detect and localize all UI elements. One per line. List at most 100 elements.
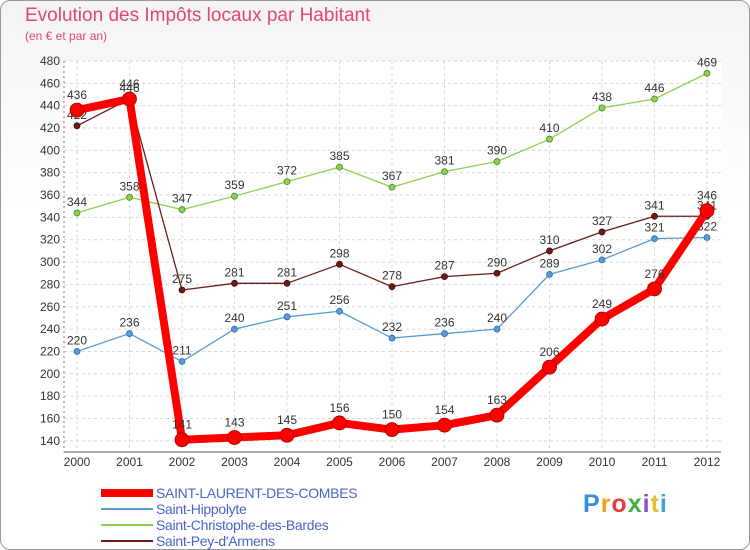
x-tick-label: 2008	[484, 455, 511, 469]
data-point-saint-pey-d-armens	[73, 122, 81, 130]
data-point-saint-christophe-des-bardes	[336, 163, 343, 171]
data-point-saint-christophe-des-bardes	[231, 192, 238, 200]
data-point-saint-christophe-des-bardes	[73, 209, 81, 217]
data-label-saint-christophe-des-bardes: 359	[224, 178, 244, 192]
data-label-saint-christophe-des-bardes: 372	[277, 164, 297, 178]
y-tick-label: 300	[40, 255, 60, 269]
data-point-saint-pey-d-armens	[546, 247, 553, 255]
data-point-saint-laurent-des-combes	[542, 359, 557, 375]
data-label-saint-christophe-des-bardes: 347	[172, 192, 192, 206]
data-point-saint-laurent-des-combes	[332, 415, 347, 431]
data-point-saint-hippolyte	[73, 348, 81, 355]
data-point-saint-pey-d-armens	[651, 212, 658, 220]
data-label-saint-pey-d-armens: 298	[329, 246, 349, 260]
data-point-saint-laurent-des-combes	[227, 430, 242, 445]
data-point-saint-laurent-des-combes	[174, 432, 190, 448]
data-label-saint-hippolyte: 236	[119, 316, 139, 330]
legend-item-saint-pey: Saint-Pey-d'Armens	[101, 533, 357, 549]
data-point-saint-hippolyte	[126, 330, 133, 337]
data-point-saint-hippolyte	[546, 270, 553, 278]
data-label-saint-laurent-des-combes: 154	[434, 403, 454, 417]
data-point-saint-pey-d-armens	[336, 260, 343, 268]
y-tick-label: 340	[40, 210, 60, 224]
y-tick-label: 360	[40, 188, 60, 202]
data-point-saint-pey-d-armens	[493, 269, 501, 277]
legend-label-saint-pey: Saint-Pey-d'Armens	[156, 533, 275, 549]
data-point-saint-christophe-des-bardes	[598, 104, 606, 112]
data-point-saint-pey-d-armens	[441, 273, 448, 281]
logo-letter: i	[642, 490, 651, 518]
data-label-saint-hippolyte: 256	[329, 293, 349, 307]
legend-item-saint-hippolyte: Saint-Hippolyte	[101, 501, 357, 517]
logo-letter: P	[583, 490, 601, 518]
logo-letter: i	[659, 490, 668, 518]
data-point-saint-hippolyte	[441, 330, 448, 337]
data-label-saint-christophe-des-bardes: 367	[382, 169, 402, 183]
data-point-saint-christophe-des-bardes	[546, 135, 553, 143]
proxiti-logo: Proxiti	[583, 490, 668, 519]
data-label-saint-christophe-des-bardes: 358	[119, 179, 139, 193]
data-label-saint-laurent-des-combes: 436	[67, 88, 87, 102]
data-label-saint-laurent-des-combes: 163	[487, 393, 507, 407]
data-label-saint-pey-d-armens: 310	[539, 233, 559, 247]
data-label-saint-hippolyte: 240	[224, 311, 244, 325]
data-point-saint-laurent-des-combes	[279, 427, 295, 443]
data-label-saint-pey-d-armens: 446	[119, 81, 139, 95]
data-point-saint-christophe-des-bardes	[283, 178, 291, 186]
x-tick-label: 2002	[169, 455, 196, 469]
y-tick-label: 220	[40, 344, 60, 358]
data-label-saint-laurent-des-combes: 276	[644, 267, 664, 281]
data-point-saint-christophe-des-bardes	[178, 206, 186, 213]
x-tick-label: 2004	[274, 455, 301, 469]
legend-swatch-saint-christophe	[101, 524, 153, 526]
data-point-saint-hippolyte	[703, 234, 711, 241]
y-tick-label: 240	[40, 322, 60, 336]
data-label-saint-hippolyte: 302	[592, 242, 612, 256]
y-tick-label: 400	[40, 143, 60, 157]
x-tick-label: 2005	[326, 455, 353, 469]
y-tick-label: 200	[40, 367, 60, 381]
data-label-saint-pey-d-armens: 278	[382, 269, 402, 283]
logo-letter: o	[611, 490, 628, 518]
x-tick-label: 2012	[694, 455, 721, 469]
logo-letter: t	[650, 490, 660, 518]
legend-swatch-saint-laurent	[101, 489, 153, 497]
data-label-saint-laurent-des-combes: 156	[329, 401, 349, 415]
chart-title: Evolution des Impôts locaux par Habitant	[25, 5, 371, 26]
data-point-saint-hippolyte	[598, 256, 606, 264]
data-label-saint-laurent-des-combes: 346	[697, 189, 717, 203]
data-label-saint-christophe-des-bardes: 381	[434, 154, 454, 168]
logo-letter: r	[600, 490, 612, 518]
logo-letter: x	[627, 490, 643, 518]
data-label-saint-laurent-des-combes: 206	[539, 345, 559, 359]
data-label-saint-laurent-des-combes: 145	[277, 413, 297, 427]
data-label-saint-pey-d-armens: 290	[487, 255, 507, 269]
data-label-saint-christophe-des-bardes: 344	[67, 195, 87, 209]
y-tick-label: 380	[40, 166, 60, 180]
x-tick-label: 2010	[589, 455, 616, 469]
data-point-saint-christophe-des-bardes	[126, 193, 133, 201]
chart-subtitle: (en € et par an)	[25, 29, 108, 43]
data-label-saint-christophe-des-bardes: 446	[644, 81, 664, 95]
data-point-saint-laurent-des-combes	[384, 422, 400, 438]
data-label-saint-laurent-des-combes: 143	[224, 415, 244, 429]
x-tick-label: 2000	[64, 455, 91, 469]
data-label-saint-hippolyte: 211	[172, 344, 191, 358]
y-tick-label: 160	[40, 411, 60, 425]
data-point-saint-hippolyte	[178, 358, 186, 365]
data-label-saint-christophe-des-bardes: 390	[487, 144, 507, 158]
data-point-saint-hippolyte	[336, 307, 343, 315]
data-label-saint-hippolyte: 220	[67, 333, 87, 347]
data-label-saint-hippolyte: 251	[277, 299, 297, 313]
legend-label-saint-hippolyte: Saint-Hippolyte	[156, 501, 247, 517]
data-point-saint-christophe-des-bardes	[388, 183, 396, 191]
data-label-saint-laurent-des-combes: 249	[592, 297, 612, 311]
data-label-saint-laurent-des-combes: 150	[382, 408, 402, 422]
data-point-saint-laurent-des-combes	[489, 407, 505, 423]
y-tick-label: 180	[40, 389, 60, 403]
data-point-saint-hippolyte	[231, 325, 238, 333]
data-point-saint-christophe-des-bardes	[441, 168, 448, 175]
data-point-saint-laurent-des-combes	[594, 311, 610, 327]
legend-label-saint-christophe: Saint-Christophe-des-Bardes	[156, 517, 329, 533]
